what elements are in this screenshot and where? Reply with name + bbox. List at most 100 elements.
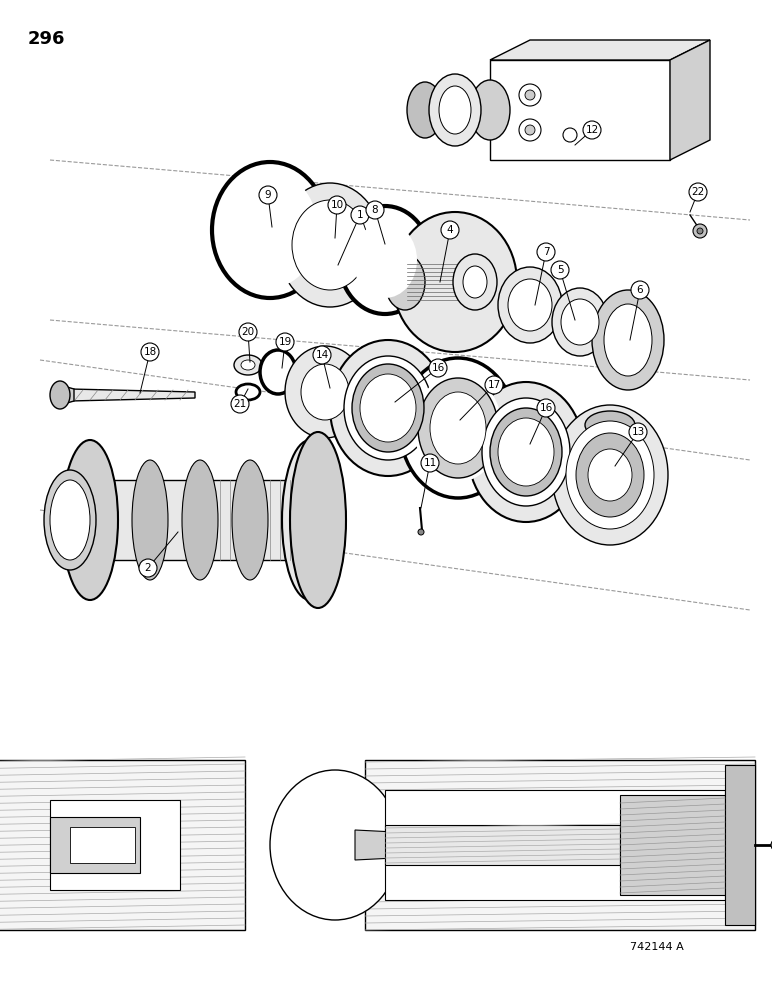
Text: 16: 16	[540, 403, 553, 413]
Circle shape	[689, 183, 707, 201]
Ellipse shape	[285, 346, 365, 438]
Ellipse shape	[301, 364, 349, 420]
Ellipse shape	[330, 340, 446, 476]
Ellipse shape	[400, 358, 516, 498]
Circle shape	[259, 186, 277, 204]
Text: 22: 22	[692, 187, 705, 197]
Ellipse shape	[232, 460, 268, 580]
Ellipse shape	[353, 222, 417, 298]
Ellipse shape	[463, 266, 487, 298]
Ellipse shape	[563, 128, 577, 142]
Polygon shape	[512, 293, 560, 317]
Circle shape	[537, 243, 555, 261]
Text: 19: 19	[279, 337, 292, 347]
Text: 18: 18	[144, 347, 157, 357]
Text: 742144 A: 742144 A	[630, 942, 684, 952]
Text: 6: 6	[637, 285, 643, 295]
Ellipse shape	[360, 374, 416, 442]
Ellipse shape	[525, 90, 535, 100]
Polygon shape	[385, 825, 620, 865]
Text: 7: 7	[543, 247, 550, 257]
Circle shape	[231, 395, 249, 413]
Polygon shape	[610, 322, 640, 358]
Circle shape	[366, 201, 384, 219]
Ellipse shape	[592, 290, 664, 390]
Text: 14: 14	[316, 350, 329, 360]
Polygon shape	[725, 765, 755, 925]
Ellipse shape	[292, 200, 368, 290]
Ellipse shape	[393, 212, 517, 352]
Ellipse shape	[44, 470, 96, 570]
Circle shape	[313, 346, 331, 364]
Polygon shape	[50, 800, 180, 890]
Polygon shape	[60, 385, 74, 405]
Text: 5: 5	[557, 265, 564, 275]
Text: 2: 2	[144, 563, 151, 573]
Ellipse shape	[576, 433, 644, 517]
Ellipse shape	[439, 86, 471, 134]
Polygon shape	[425, 92, 490, 128]
Ellipse shape	[418, 529, 424, 535]
Text: 21: 21	[233, 399, 246, 409]
Ellipse shape	[260, 350, 296, 394]
Ellipse shape	[50, 480, 90, 560]
Polygon shape	[0, 760, 245, 930]
Ellipse shape	[519, 119, 541, 141]
Circle shape	[551, 261, 569, 279]
Text: 4: 4	[447, 225, 453, 235]
Circle shape	[441, 221, 459, 239]
Circle shape	[583, 121, 601, 139]
Ellipse shape	[50, 381, 70, 409]
Polygon shape	[620, 795, 725, 895]
Ellipse shape	[552, 405, 668, 545]
Ellipse shape	[693, 224, 707, 238]
Polygon shape	[70, 827, 135, 863]
Text: 11: 11	[423, 458, 437, 468]
Ellipse shape	[525, 125, 535, 135]
Ellipse shape	[498, 267, 562, 343]
Text: 13: 13	[631, 427, 645, 437]
Ellipse shape	[561, 299, 599, 345]
Ellipse shape	[344, 356, 432, 460]
Polygon shape	[365, 760, 755, 930]
Text: 1: 1	[357, 210, 364, 220]
Ellipse shape	[278, 183, 382, 307]
Ellipse shape	[585, 411, 635, 439]
Circle shape	[328, 196, 346, 214]
Text: 17: 17	[487, 380, 500, 390]
Polygon shape	[490, 40, 710, 60]
Polygon shape	[385, 790, 725, 900]
Circle shape	[537, 399, 555, 417]
Polygon shape	[90, 480, 310, 560]
Ellipse shape	[566, 421, 654, 529]
Ellipse shape	[339, 206, 431, 314]
Ellipse shape	[62, 440, 118, 600]
Polygon shape	[50, 817, 140, 873]
Ellipse shape	[697, 228, 703, 234]
Ellipse shape	[604, 304, 652, 376]
Circle shape	[485, 376, 503, 394]
Ellipse shape	[212, 162, 328, 298]
Polygon shape	[355, 830, 415, 860]
Circle shape	[629, 423, 647, 441]
Ellipse shape	[385, 254, 425, 310]
Ellipse shape	[552, 288, 608, 356]
Text: 9: 9	[265, 190, 271, 200]
Polygon shape	[405, 262, 475, 302]
Ellipse shape	[519, 84, 541, 106]
Ellipse shape	[241, 360, 255, 370]
Circle shape	[631, 281, 649, 299]
Ellipse shape	[429, 74, 481, 146]
Ellipse shape	[182, 460, 218, 580]
Circle shape	[139, 559, 157, 577]
Ellipse shape	[771, 839, 772, 851]
Ellipse shape	[222, 172, 318, 288]
Ellipse shape	[407, 82, 443, 138]
Text: 10: 10	[330, 200, 344, 210]
Ellipse shape	[588, 449, 632, 501]
Ellipse shape	[498, 418, 554, 486]
Ellipse shape	[418, 378, 498, 478]
Text: 20: 20	[242, 327, 255, 337]
Circle shape	[141, 343, 159, 361]
Ellipse shape	[414, 374, 502, 482]
